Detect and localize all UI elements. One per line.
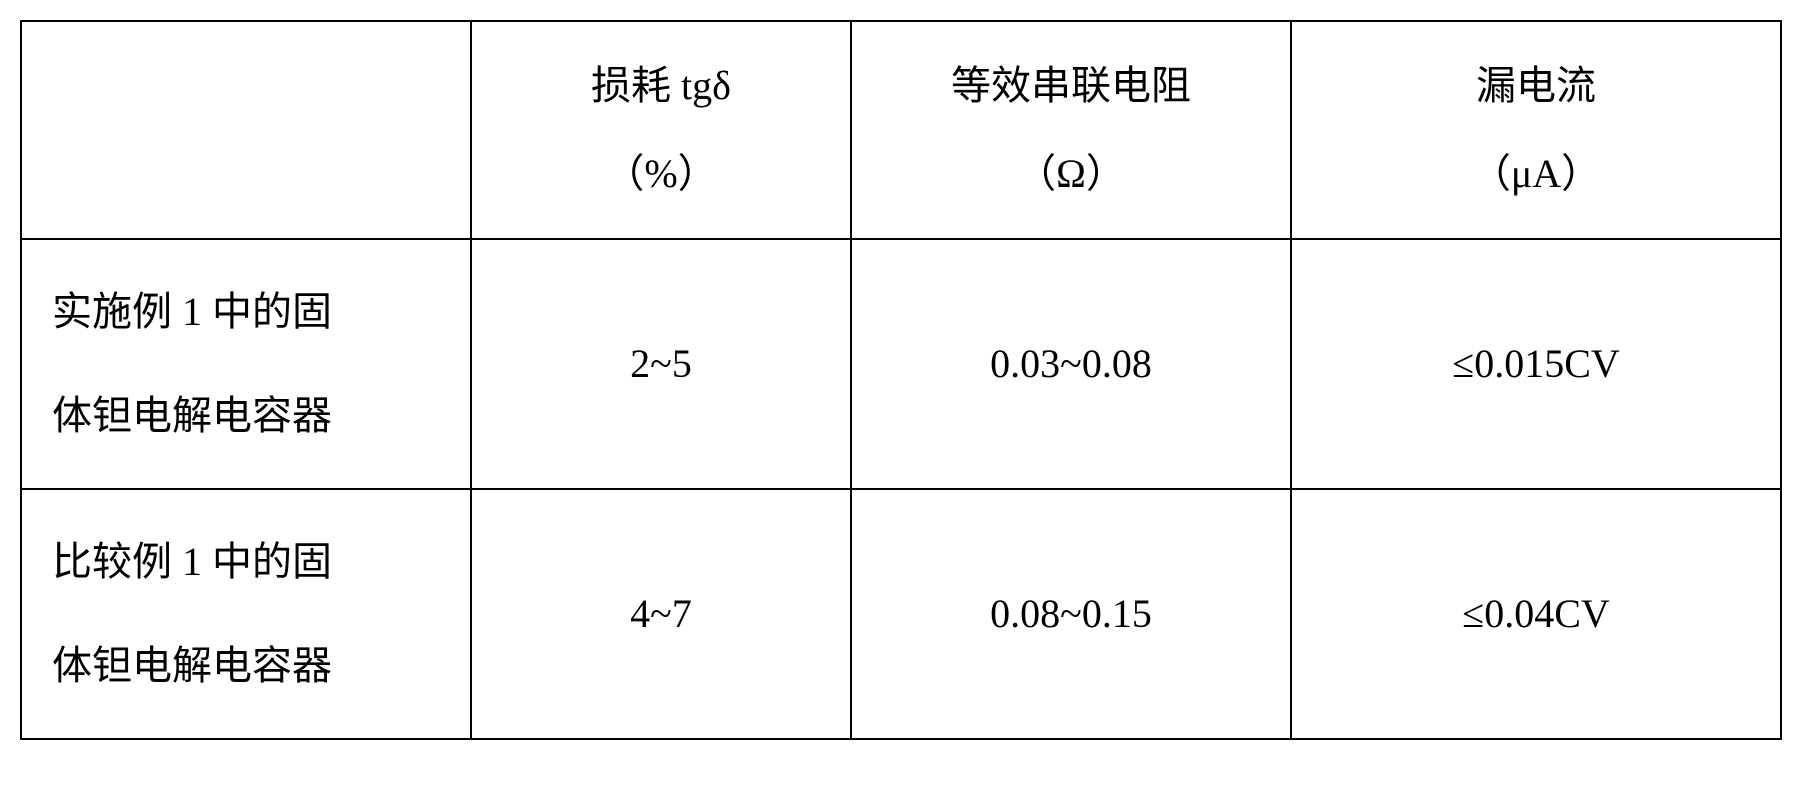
header-line2: （%）: [482, 130, 840, 218]
header-cell-esr: 等效串联电阻 （Ω）: [851, 21, 1291, 239]
label-line1: 实施例 1 中的固: [52, 260, 450, 364]
table-header-row: 损耗 tgδ （%） 等效串联电阻 （Ω） 漏电流 （μA）: [21, 21, 1781, 239]
cell-loss: 2~5: [471, 239, 851, 489]
label-line2: 体钽电解电容器: [52, 364, 450, 468]
header-cell-leakage: 漏电流 （μA）: [1291, 21, 1781, 239]
header-line1: 漏电流: [1302, 42, 1770, 130]
header-line1: 损耗 tgδ: [482, 42, 840, 130]
cell-esr: 0.08~0.15: [851, 489, 1291, 739]
header-line2: （μA）: [1302, 130, 1770, 218]
table-row: 实施例 1 中的固 体钽电解电容器 2~5 0.03~0.08 ≤0.015CV: [21, 239, 1781, 489]
cell-leakage: ≤0.04CV: [1291, 489, 1781, 739]
cell-loss: 4~7: [471, 489, 851, 739]
cell-esr: 0.03~0.08: [851, 239, 1291, 489]
header-line2: （Ω）: [862, 130, 1280, 218]
table-row: 比较例 1 中的固 体钽电解电容器 4~7 0.08~0.15 ≤0.04CV: [21, 489, 1781, 739]
header-line1: 等效串联电阻: [862, 42, 1280, 130]
row-label-example1: 实施例 1 中的固 体钽电解电容器: [21, 239, 471, 489]
label-line1: 比较例 1 中的固: [52, 510, 450, 614]
header-cell-empty: [21, 21, 471, 239]
cell-leakage: ≤0.015CV: [1291, 239, 1781, 489]
header-cell-loss: 损耗 tgδ （%）: [471, 21, 851, 239]
label-line2: 体钽电解电容器: [52, 614, 450, 718]
data-table: 损耗 tgδ （%） 等效串联电阻 （Ω） 漏电流 （μA） 实施例 1 中的固…: [20, 20, 1782, 740]
row-label-compare1: 比较例 1 中的固 体钽电解电容器: [21, 489, 471, 739]
